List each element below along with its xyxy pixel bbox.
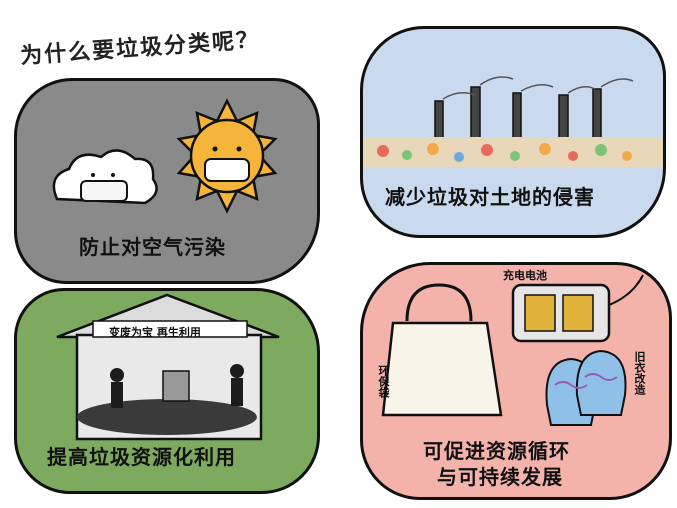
- panel-recycle: 充电电池 环保袋 旧衣改造 可促进资源循环 与可持续发展: [360, 262, 672, 500]
- recycling-plant-illustration: [56, 293, 280, 441]
- soil-caption: 减少垃圾对土地的侵害: [385, 185, 595, 209]
- panel-air-pollution: 防止对空气污染: [14, 78, 320, 284]
- gloves-label: 旧衣改造: [633, 351, 646, 395]
- battery-label: 充电电池: [503, 269, 547, 282]
- bag-label: 环保袋: [377, 365, 390, 398]
- resource-caption: 提高垃圾资源化利用: [47, 445, 236, 469]
- factory-chimneys-illustration: [363, 76, 663, 167]
- panel-soil: 减少垃圾对土地的侵害: [360, 26, 666, 238]
- battery-charger-icon: [511, 274, 644, 343]
- recycle-caption-line1: 可促进资源循环: [423, 439, 570, 463]
- eco-bag-icon: [381, 283, 503, 417]
- recycle-caption-line2: 与可持续发展: [437, 465, 563, 489]
- panel-resource: 变废为宝 再生利用 提高垃圾资源化利用: [14, 288, 320, 494]
- sun-with-mask-icon: [176, 98, 278, 214]
- page-title: 为什么要垃圾分类呢？: [19, 27, 261, 70]
- cloud-with-mask-icon: [52, 149, 158, 205]
- mittens-icon: [545, 349, 627, 426]
- resource-sign: 变废为宝 再生利用: [109, 326, 201, 339]
- air-caption: 防止对空气污染: [79, 235, 226, 259]
